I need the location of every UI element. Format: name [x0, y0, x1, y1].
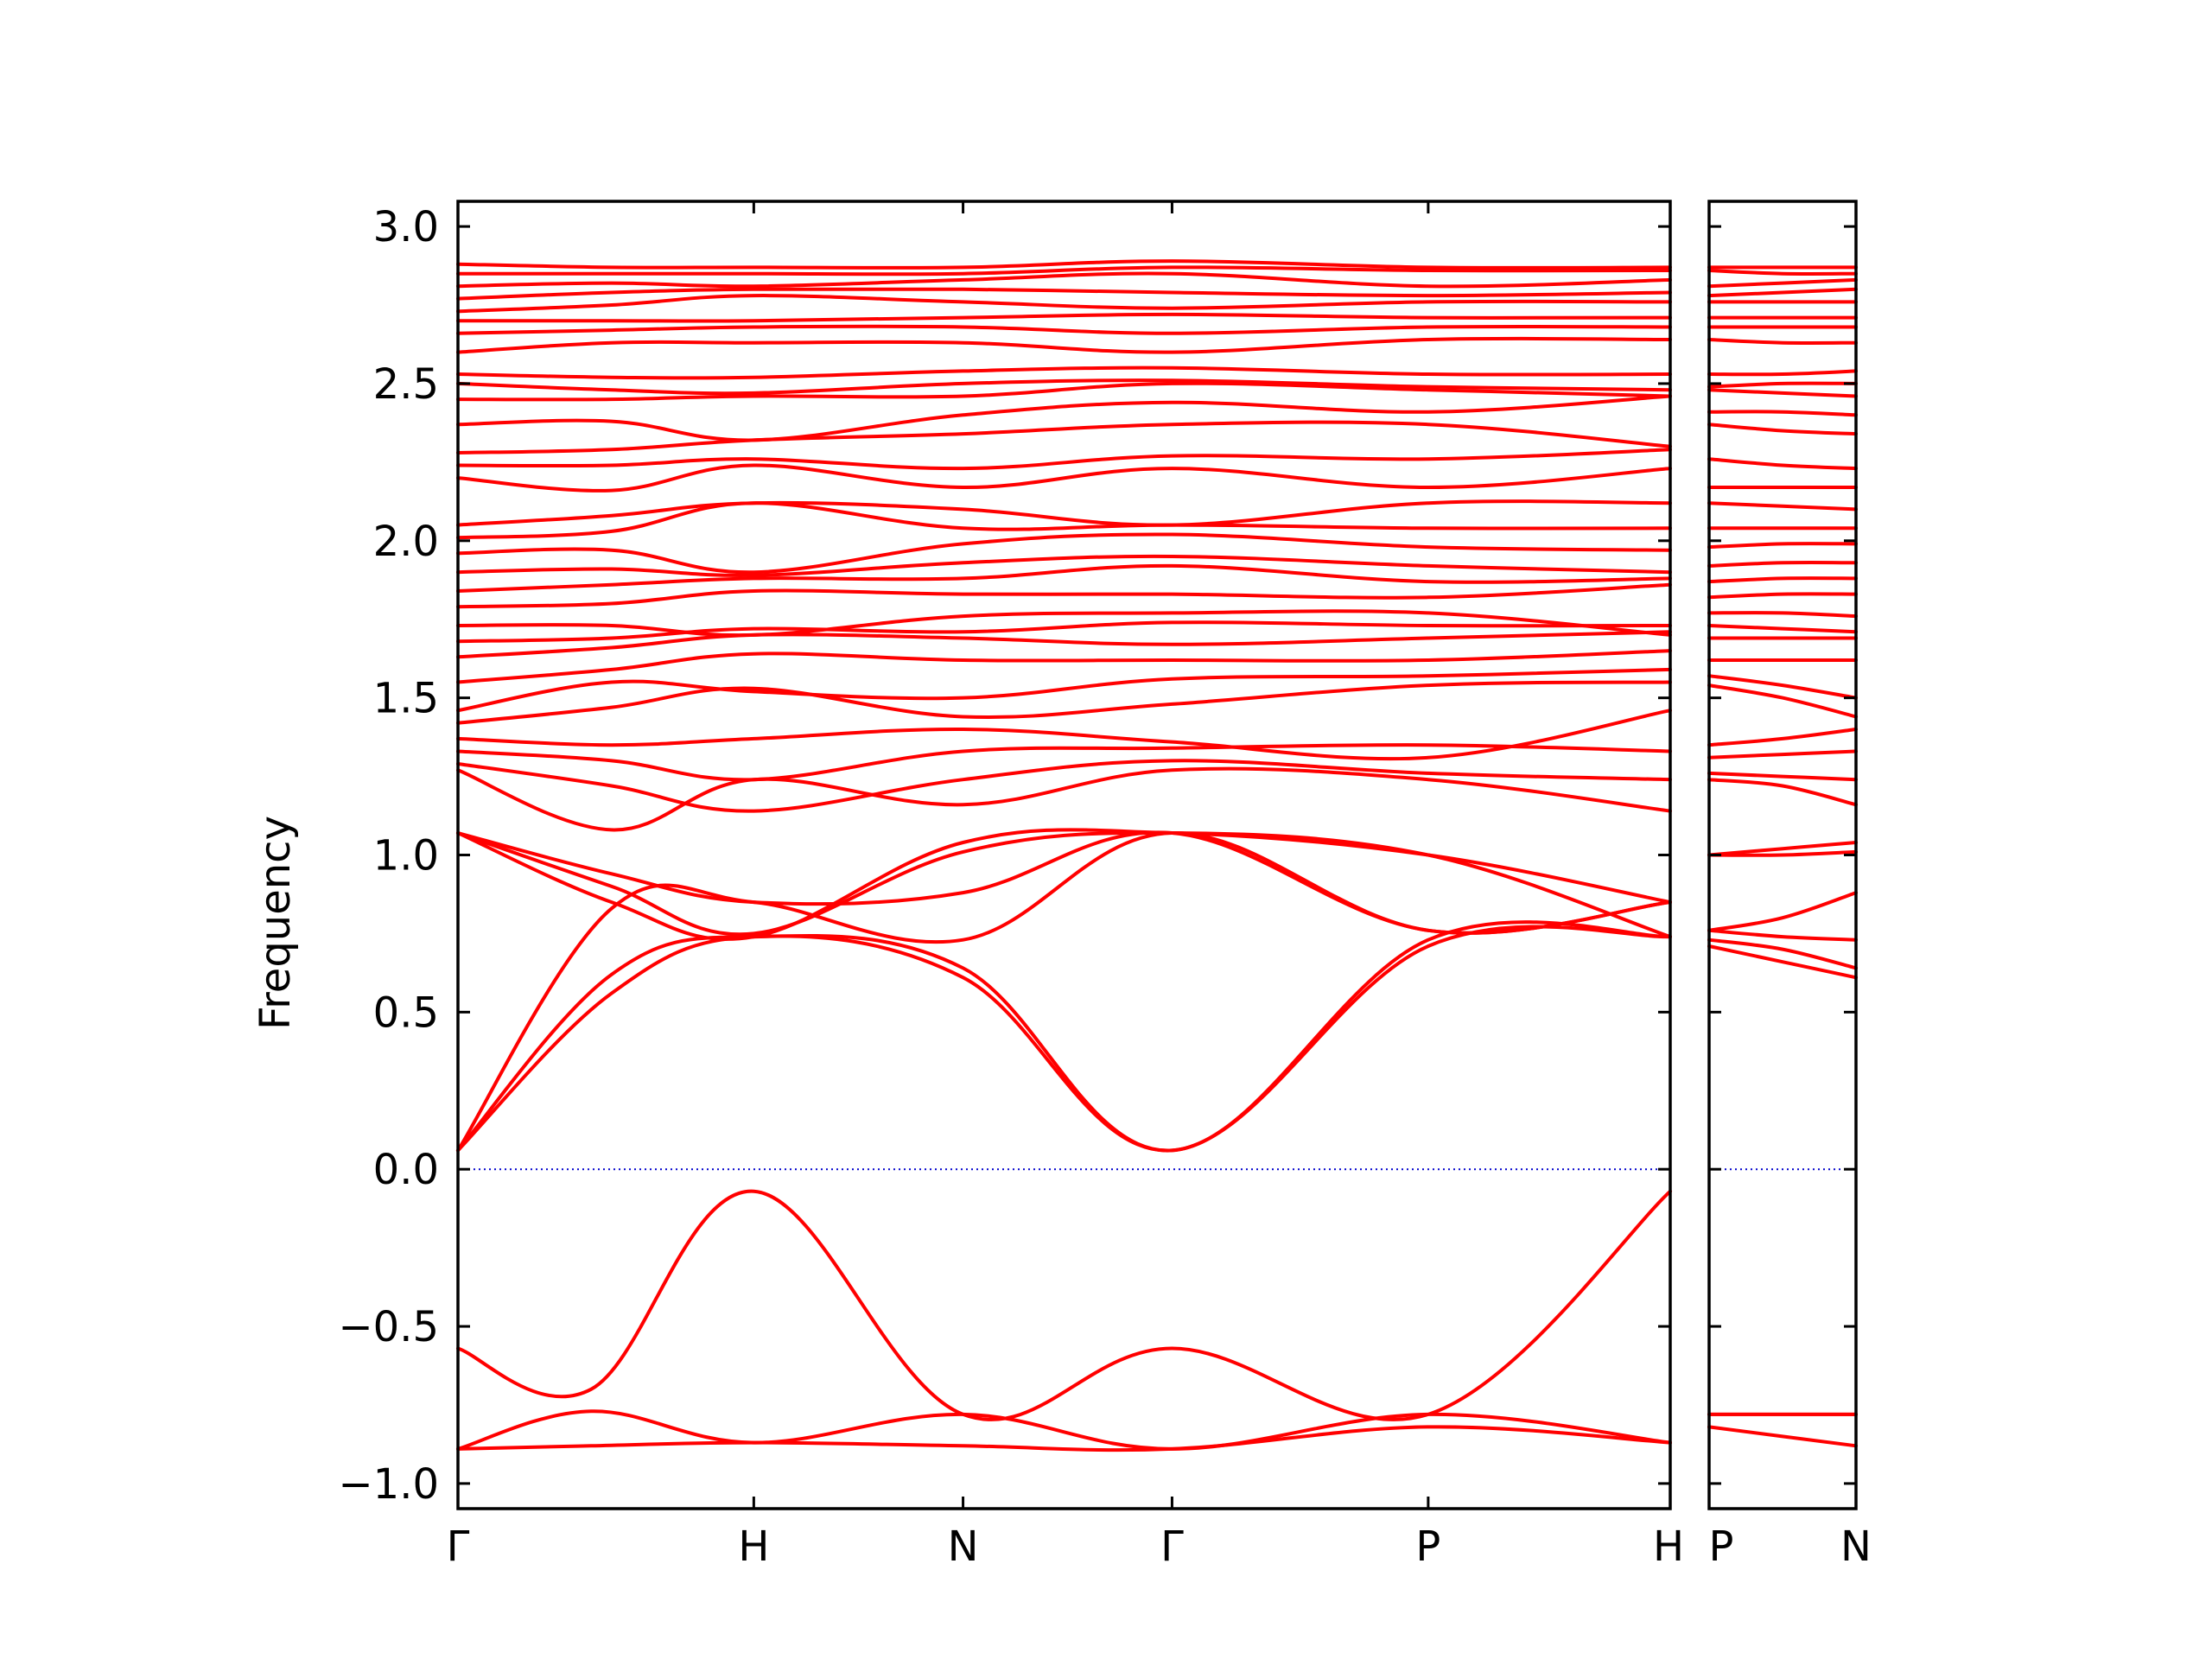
band-line-side-31 [1707, 369, 1858, 377]
y-axis-label: Frequency [251, 816, 300, 1030]
band-line-side-24 [1707, 501, 1858, 512]
x-tick-label-side-1: N [1840, 1522, 1872, 1571]
x-tick-label-side-0: P [1709, 1522, 1734, 1571]
band-line-side-4 [1707, 938, 1858, 970]
tick-labels: Γ H N Γ P H−1.0−0.50.00.51.01.52.02.53.0P N [338, 203, 1872, 1571]
band-line-main-21 [456, 554, 1672, 577]
band-line-main-2 [456, 1425, 1672, 1452]
band-line-main-39 [456, 259, 1672, 270]
band-line-side-11 [1707, 749, 1858, 760]
band-line-side-5 [1707, 928, 1858, 942]
band-line-main-30 [456, 378, 1672, 396]
band-line-main-37 [456, 271, 1672, 289]
band-line-main-26 [456, 448, 1672, 471]
band-line-main-0 [456, 1189, 1672, 1421]
x-tick-label-main-0: Γ [447, 1522, 470, 1571]
y-tick-label-1: −0.5 [338, 1303, 439, 1351]
band-line-main-15 [456, 649, 1672, 684]
band-line-main-27 [456, 420, 1672, 454]
band-line-main-20 [456, 563, 1672, 593]
band-line-main-28 [456, 394, 1672, 442]
band-line-side-37 [1707, 277, 1858, 289]
band-line-main-25 [456, 463, 1672, 493]
band-line-side-8 [1707, 841, 1858, 857]
band-line-main-29 [456, 381, 1672, 402]
band-line-main-6 [456, 830, 1672, 935]
band-line-main-19 [456, 582, 1672, 609]
x-tick-label-main-1: H [738, 1522, 769, 1571]
band-line-side-21 [1707, 560, 1858, 568]
band-line-side-13 [1707, 683, 1858, 719]
band-line-side-18 [1707, 611, 1858, 619]
band-line-side-38 [1707, 269, 1858, 276]
x-tick-label-main-5: H [1653, 1522, 1684, 1571]
band-line-main-14 [456, 667, 1672, 713]
band-line-main-23 [456, 501, 1672, 540]
band-line-side-3 [1707, 944, 1858, 980]
band-line-main-34 [456, 312, 1672, 323]
y-tick-label-6: 2.0 [373, 518, 439, 566]
y-tick-label-8: 3.0 [373, 203, 439, 251]
band-line-side-19 [1707, 592, 1858, 600]
band-line-side-36 [1707, 287, 1858, 298]
band-line-side-6 [1707, 891, 1858, 932]
band-line-main-32 [456, 336, 1672, 354]
band-line-main-12 [456, 709, 1672, 761]
band-line-main-13 [456, 680, 1672, 725]
band-line-main-9 [456, 766, 1672, 832]
band-line-main-10 [456, 759, 1672, 813]
band-line-side-29 [1707, 388, 1858, 398]
x-tick-label-main-3: Γ [1160, 1522, 1184, 1571]
band-line-side-9 [1707, 778, 1858, 807]
axis-ticks [456, 201, 1858, 1509]
band-line-main-8 [456, 828, 1672, 941]
y-tick-label-5: 1.5 [373, 675, 439, 723]
y-tick-label-2: 0.0 [373, 1146, 439, 1194]
band-line-main-38 [456, 265, 1672, 276]
band-line-main-22 [456, 532, 1672, 575]
band-line-main-33 [456, 324, 1672, 335]
band-line-side-10 [1707, 771, 1858, 782]
y-tick-label-0: −1.0 [338, 1460, 439, 1509]
band-line-side-17 [1707, 624, 1858, 634]
band-line-main-3 [456, 925, 1672, 1153]
band-line-side-28 [1707, 410, 1858, 417]
band-line-side-27 [1707, 423, 1858, 436]
y-tick-label-7: 2.5 [373, 360, 439, 409]
band-line-main-31 [456, 365, 1672, 380]
band-line-main-4 [456, 920, 1672, 1153]
x-tick-label-main-4: P [1415, 1522, 1440, 1571]
band-line-side-14 [1707, 674, 1858, 700]
band-line-main-1 [456, 1409, 1672, 1451]
x-tick-label-main-2: N [948, 1522, 979, 1571]
band-line-side-22 [1707, 542, 1858, 550]
band-line-side-12 [1707, 728, 1858, 747]
band-line-side-2 [1707, 1425, 1858, 1448]
band-line-main-18 [456, 609, 1672, 638]
band-line-main-16 [456, 630, 1672, 659]
band-line-side-32 [1707, 338, 1858, 345]
band-line-side-30 [1707, 381, 1858, 389]
band-line-side-26 [1707, 457, 1858, 471]
y-tick-label-3: 0.5 [373, 988, 439, 1037]
band-line-main-17 [456, 620, 1672, 644]
band-line-main-11 [456, 743, 1672, 782]
band-lines [456, 259, 1858, 1452]
band-line-side-20 [1707, 576, 1858, 584]
band-line-main-36 [456, 287, 1672, 301]
y-tick-label-4: 1.0 [373, 832, 439, 880]
band-line-main-24 [456, 499, 1672, 527]
band-line-main-35 [456, 294, 1672, 314]
